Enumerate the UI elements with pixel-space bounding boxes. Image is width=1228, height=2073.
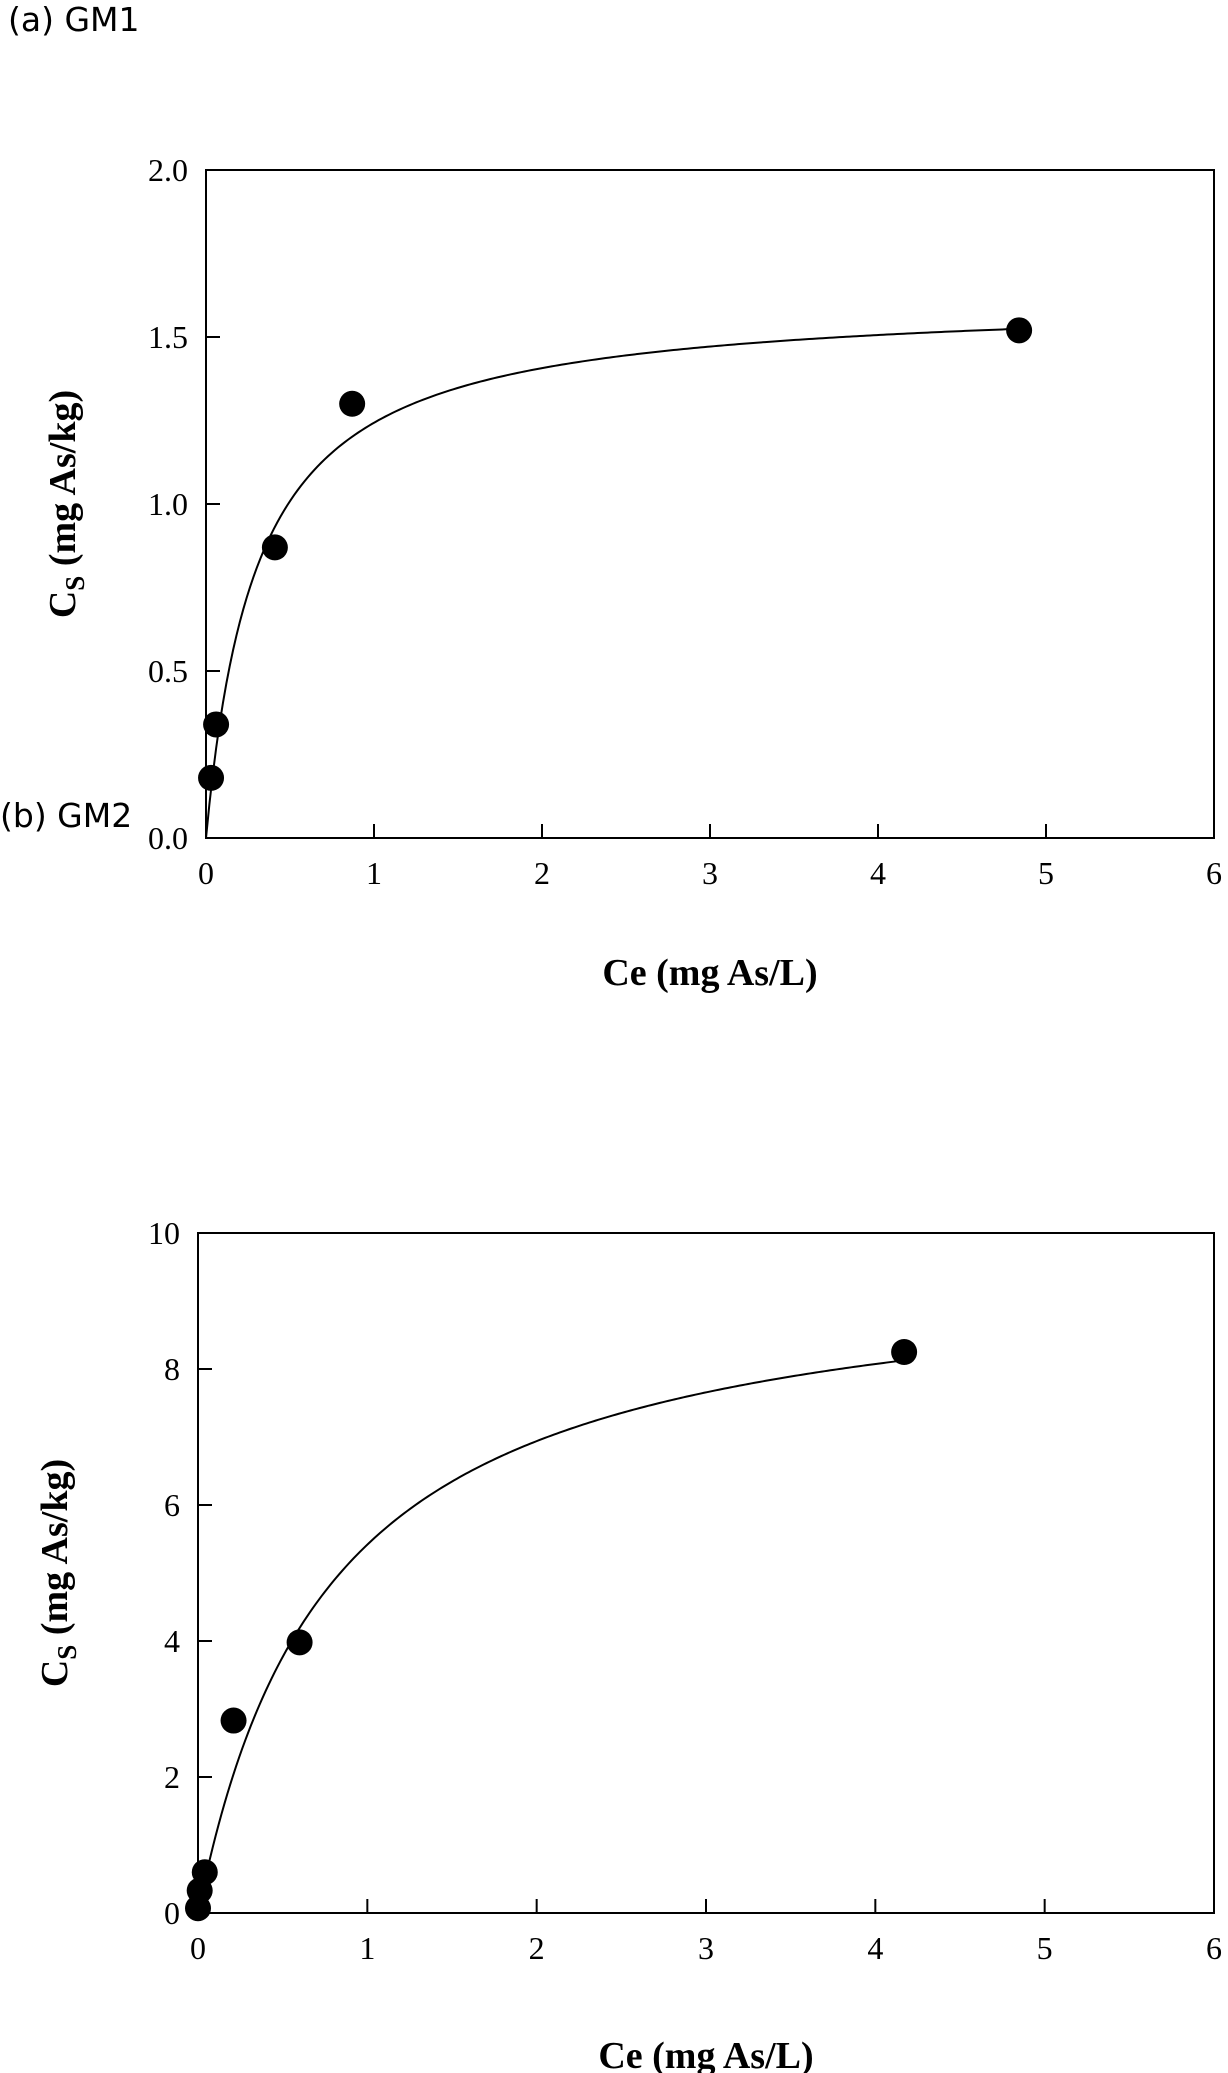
chart-a-x-tick-label: 2 xyxy=(534,855,550,891)
chart-b-title: (b) GM2 xyxy=(0,796,133,835)
chart-b-fit-curve xyxy=(197,1359,905,1914)
chart-a-y-axis-label: CS (mg As/kg) xyxy=(42,390,90,618)
chart-b-x-axis-label: Ce (mg As/L) xyxy=(598,2035,813,2073)
chart-b-y-tick-label: 10 xyxy=(148,1215,180,1251)
chart-b-x-tick-label: 3 xyxy=(698,1930,714,1966)
chart-b-y-tick-label: 8 xyxy=(164,1351,180,1387)
chart-b-plot-frame xyxy=(197,1232,1215,1914)
chart-a-x-tick-label: 4 xyxy=(870,855,886,891)
chart-a-x-tick-label: 3 xyxy=(702,855,718,891)
chart-a-title: (a) GM1 xyxy=(8,0,140,39)
chart-b-y-tick-label: 6 xyxy=(164,1487,180,1523)
chart-b-data-point xyxy=(191,1859,218,1886)
chart-a-y-tick-label: 1.5 xyxy=(148,319,188,355)
chart-a-y-tick-label: 2.0 xyxy=(148,152,188,188)
chart-a-data-point xyxy=(1006,317,1033,344)
chart-b-y-axis-label: CS (mg As/kg) xyxy=(34,1459,82,1687)
chart-a-y-tick-label: 1.0 xyxy=(148,486,188,522)
chart-a-x-tick-label: 1 xyxy=(366,855,382,891)
chart-b-y-tick-label: 2 xyxy=(164,1759,180,1795)
chart-a-plot-frame xyxy=(205,169,1215,839)
chart-a-data-point xyxy=(339,390,366,417)
chart-a-x-tick-label: 5 xyxy=(1038,855,1054,891)
chart-b-x-tick-label: 5 xyxy=(1037,1930,1053,1966)
chart-a-y-tick-label: 0.5 xyxy=(148,653,188,689)
chart-b-y-tick-label: 4 xyxy=(164,1623,180,1659)
chart-b-data-point xyxy=(220,1707,247,1734)
chart-b-x-tick-label: 6 xyxy=(1206,1930,1222,1966)
chart-a-fit-curve xyxy=(205,327,1020,839)
chart-b-x-tick-label: 1 xyxy=(359,1930,375,1966)
chart-b-x-tick-label: 2 xyxy=(529,1930,545,1966)
chart-b-x-tick-label: 4 xyxy=(867,1930,883,1966)
chart-a-y-tick-label: 0.0 xyxy=(148,820,188,856)
chart-a-x-tick-label: 6 xyxy=(1206,855,1222,891)
chart-a-x-axis-label: Ce (mg As/L) xyxy=(602,952,817,994)
chart-b-data-point xyxy=(286,1629,313,1656)
chart-b-y-tick-label: 0 xyxy=(164,1895,180,1931)
chart-b-x-tick-label: 0 xyxy=(190,1930,206,1966)
chart-a-data-point xyxy=(198,764,225,791)
chart-a-x-tick-label: 0 xyxy=(198,855,214,891)
chart-a-data-point xyxy=(203,711,230,738)
chart-b-data-point xyxy=(891,1339,918,1365)
chart-a-data-point xyxy=(261,534,288,561)
